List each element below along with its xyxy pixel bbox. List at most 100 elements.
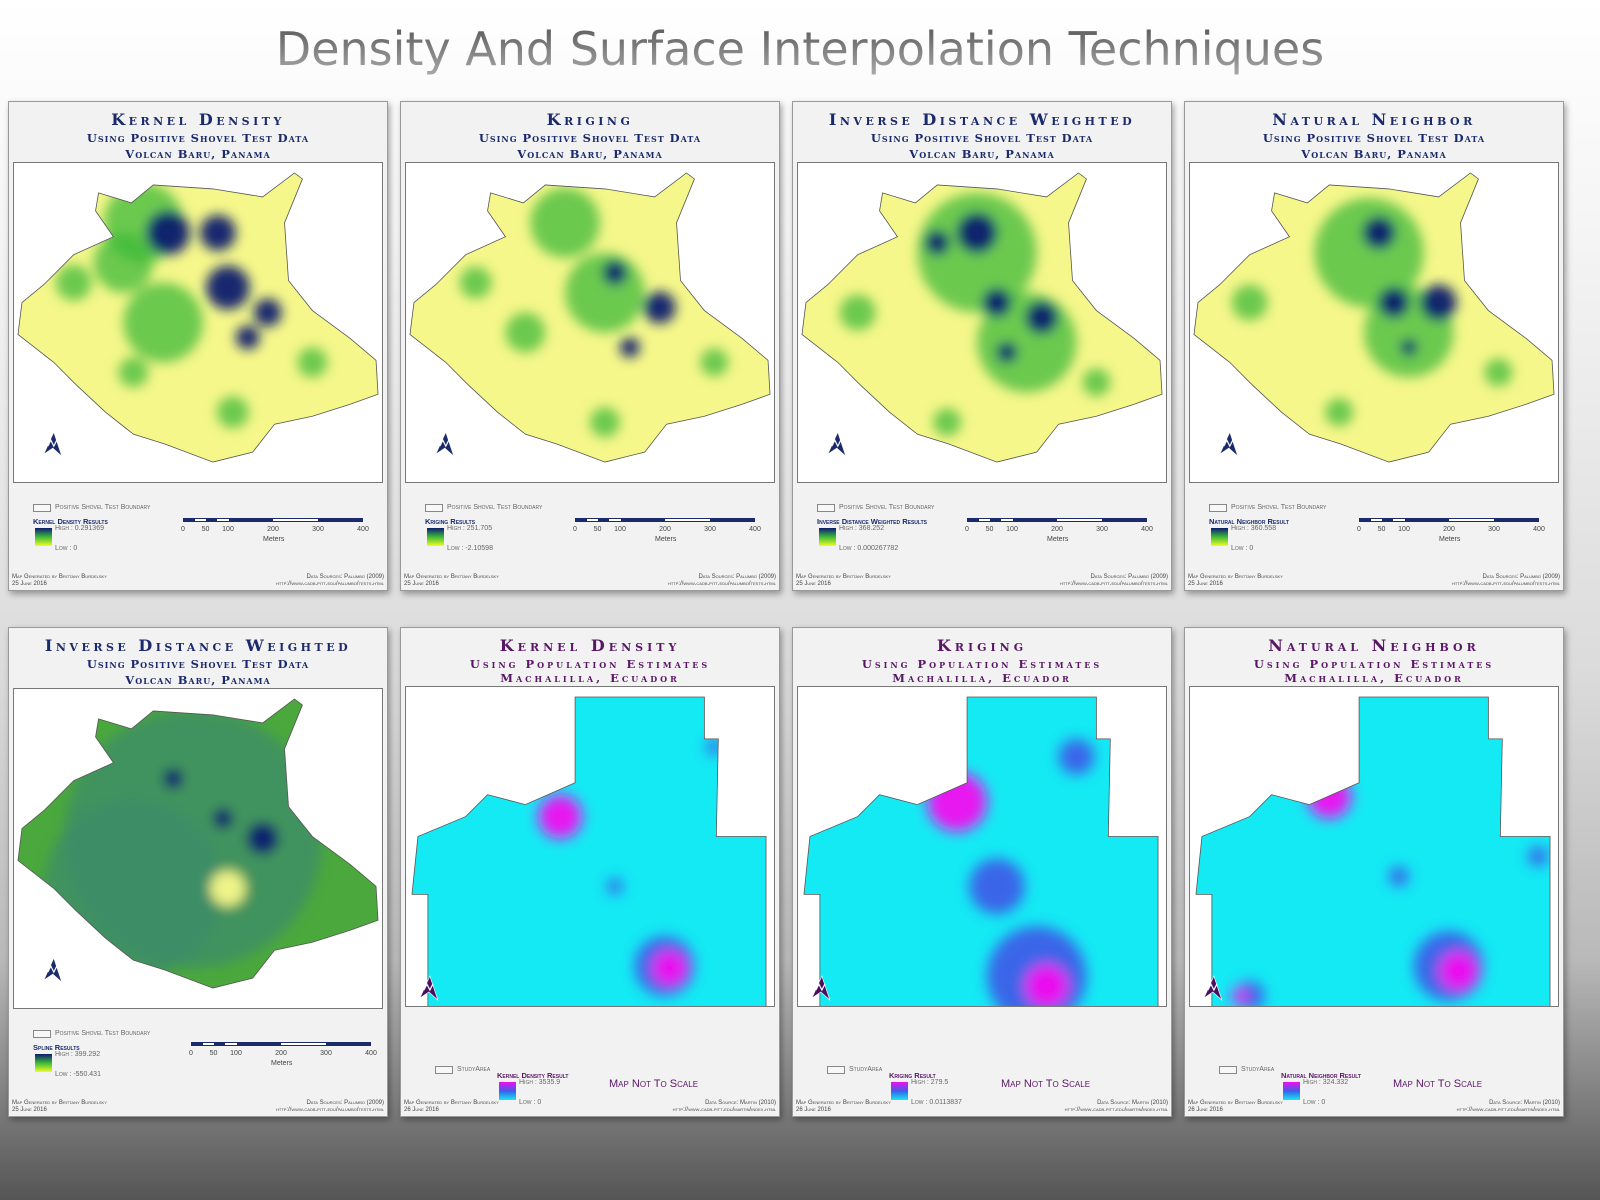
result-legend-title: Spline Results [33, 1043, 80, 1052]
legend-high-value: High : 368.252 [839, 525, 885, 532]
density-blob [146, 210, 191, 255]
map-frame[interactable] [797, 686, 1167, 1007]
scale-tick-label: 200 [659, 526, 671, 533]
legend-high-value: High : 399.292 [55, 1051, 101, 1058]
map-surface[interactable] [798, 163, 1166, 482]
density-blob [253, 298, 282, 327]
map-panel: Kernel Density Using Population Estimates… [400, 627, 780, 1117]
scale-segment [576, 519, 588, 521]
density-blob [1058, 738, 1095, 775]
map-frame[interactable] [405, 686, 775, 1007]
scale-tick-label: 100 [230, 1050, 242, 1057]
map-frame[interactable] [405, 162, 775, 483]
boundary-legend-swatch [1209, 504, 1227, 512]
data-source-url[interactable]: http://www.cadb.pitt.edu/palumbo/tests.h… [667, 581, 776, 587]
map-surface[interactable] [1190, 687, 1558, 1006]
scale-segment [317, 519, 362, 521]
density-blob [1378, 287, 1409, 318]
north-arrow-icon [1219, 431, 1239, 458]
boundary-legend-swatch [827, 1066, 845, 1074]
density-blob [1231, 988, 1248, 1005]
scale-segment [217, 519, 229, 521]
scale-tick-label: 300 [312, 526, 324, 533]
scale-bar-segments [575, 518, 755, 522]
scale-tick-label: 0 [189, 1050, 193, 1057]
legend-high-value: High : 3535.9 [519, 1079, 561, 1086]
legend-high-value: High : 360.558 [1231, 525, 1277, 532]
scale-segment [1404, 519, 1449, 521]
scale-tick-label: 100 [614, 526, 626, 533]
scale-segment [273, 519, 318, 521]
scale-segment [206, 519, 218, 521]
legend-high-value: High : 279.5 [911, 1079, 949, 1086]
data-source-url[interactable]: http://www.cadb.pitt.edu/palumbo/tests.h… [275, 581, 384, 587]
scale-tick-label: 400 [749, 526, 761, 533]
scale-tick-label: 50 [1377, 526, 1386, 533]
study-boundary [803, 696, 1159, 1006]
map-panel: Kriging Using Positive Shovel Test Data Vo… [400, 101, 780, 591]
density-blob [1325, 398, 1354, 427]
legend-low-value: Low : 0 [1303, 1099, 1326, 1106]
scale-bar: 0 50 100 200 300 400 Meters [181, 518, 369, 543]
scale-segment [1001, 519, 1013, 521]
data-source-url[interactable]: http://www.cadb.pitt.edu/martin/index.ht… [1456, 1107, 1560, 1113]
map-surface[interactable] [406, 687, 774, 1006]
density-blob [123, 282, 203, 363]
scale-segment [620, 519, 665, 521]
scale-tick-label: 400 [357, 526, 369, 533]
scale-segment [325, 1043, 370, 1045]
data-source-url[interactable]: http://www.cadb.pitt.edu/martin/index.ht… [672, 1107, 776, 1113]
density-blob [925, 230, 950, 255]
data-source-url[interactable]: http://www.cadb.pitt.edu/palumbo/tests.h… [275, 1107, 384, 1113]
legend-low-value: Low : -550.431 [55, 1071, 101, 1078]
scale-segment [1493, 519, 1538, 521]
scale-unit: Meters [271, 1060, 293, 1067]
data-source-url[interactable]: http://www.cadb.pitt.edu/palumbo/tests.h… [1451, 581, 1560, 587]
scale-bar: 0 50 100 200 300 400 Meters [1357, 518, 1545, 543]
study-boundary [1193, 172, 1555, 463]
map-frame[interactable] [1189, 162, 1559, 483]
slide-title: Density And Surface Interpolation Techni… [0, 22, 1600, 76]
density-blob [212, 808, 233, 829]
map-surface[interactable] [14, 163, 382, 482]
density-blob [1024, 964, 1069, 1006]
study-area-fill [1195, 696, 1551, 1006]
map-location: Machalilla, Ecuador [892, 671, 1072, 685]
data-source-url[interactable]: http://www.cadb.pitt.edu/martin/index.ht… [1064, 1107, 1168, 1113]
legend-low-value: Low : 0.000267782 [839, 545, 899, 552]
scale-tick-label: 50 [209, 1050, 218, 1057]
density-blob [927, 771, 987, 832]
map-subtitle: Using Positive Shovel Test Data [478, 131, 702, 145]
map-frame[interactable] [797, 162, 1167, 483]
map-credit-author: Map Generated by Brittany Burdelsky [796, 574, 891, 580]
map-credit-date: 25 June 2016 [796, 581, 831, 587]
density-blob [1082, 368, 1111, 397]
data-source: Data Sources: Palumbo (2009) [698, 574, 776, 580]
boundary-legend-label: Positive Shovel Test Boundary [55, 1030, 151, 1037]
scale-tick-label: 100 [1398, 526, 1410, 533]
data-source-url[interactable]: http://www.cadb.pitt.edu/palumbo/tests.h… [1059, 581, 1168, 587]
data-source: Data Source: Martin (2010) [1489, 1100, 1560, 1106]
scale-bar: 0 50 100 200 300 400 Meters [965, 518, 1153, 543]
color-ramp [891, 1082, 908, 1100]
scale-segment [1449, 519, 1494, 521]
map-frame[interactable] [13, 162, 383, 483]
scale-segment [1101, 519, 1146, 521]
map-frame[interactable] [13, 688, 383, 1009]
boundary-legend-swatch [817, 504, 835, 512]
map-not-to-scale: Map Not To Scale [1393, 1078, 1483, 1090]
scale-tick-label: 200 [1443, 526, 1455, 533]
map-location: Volcan Baru, Panama [517, 147, 663, 161]
map-surface[interactable] [798, 687, 1166, 1006]
density-blob [216, 396, 249, 429]
map-surface[interactable] [14, 689, 382, 1008]
map-surface[interactable] [406, 163, 774, 482]
density-blob [43, 798, 223, 979]
map-credit-author: Map Generated by Brittany Burdelsky [12, 1100, 107, 1106]
map-surface[interactable] [1190, 163, 1558, 482]
density-blob [205, 265, 250, 310]
scale-segment [195, 519, 207, 521]
map-frame[interactable] [1189, 686, 1559, 1007]
map-location: Machalilla, Ecuador [1284, 671, 1464, 685]
boundary-legend-label: Positive Shovel Test Boundary [447, 504, 543, 511]
